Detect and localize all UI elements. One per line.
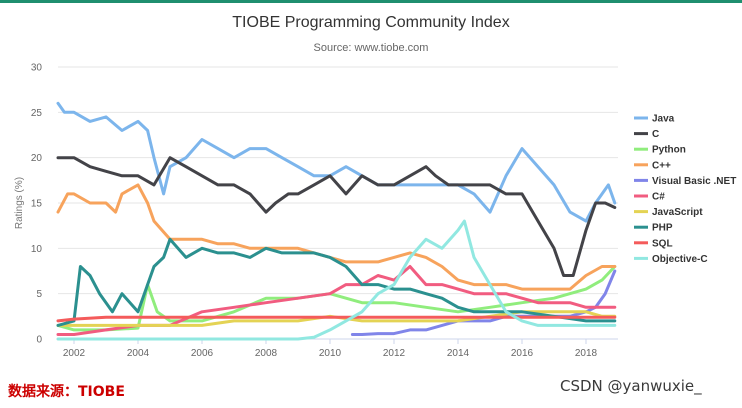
y-tick-label: 15	[31, 199, 43, 210]
legend-label-java: Java	[652, 114, 675, 125]
chart-subtitle: Source: www.tiobe.com	[313, 42, 429, 54]
y-tick-label: 10	[31, 244, 43, 255]
y-tick-label: 5	[36, 289, 42, 300]
series-line-cpp	[56, 183, 617, 291]
legend-label-csharp: C#	[652, 192, 665, 203]
legend-label-php: PHP	[652, 223, 673, 234]
y-axis-title: Ratings (%)	[14, 177, 25, 229]
x-tick-label: 2004	[127, 348, 150, 359]
series-line-objective-c	[56, 219, 617, 341]
source-note: 数据来源：TIOBE	[8, 384, 125, 400]
series-line-javascript	[56, 310, 617, 327]
x-tick-label: 2010	[319, 348, 342, 359]
x-tick-label: 2008	[255, 348, 278, 359]
watermark: CSDN @yanwuxie_	[560, 377, 702, 395]
x-tick-label: 2018	[575, 348, 598, 359]
x-tick-label: 2006	[191, 348, 214, 359]
x-tick-label: 2014	[447, 348, 470, 359]
legend-label-sql: SQL	[652, 238, 673, 249]
y-tick-label: 30	[31, 63, 43, 74]
legend-label-javascript: JavaScript	[652, 207, 703, 218]
chart-title: TIOBE Programming Community Index	[232, 14, 510, 31]
top-accent-rule	[0, 0, 742, 3]
x-tick-label: 2016	[511, 348, 534, 359]
y-tick-label: 25	[31, 108, 43, 119]
x-tick-label: 2012	[383, 348, 406, 359]
series-line-java	[56, 101, 617, 223]
legend-label-objective-c: Objective-C	[652, 254, 708, 265]
series-line-sql	[56, 315, 617, 323]
legend-label-python: Python	[652, 145, 686, 156]
legend-label-visual-basic-net: Visual Basic .NET	[652, 176, 736, 187]
y-tick-label: 20	[31, 153, 43, 164]
x-tick-label: 2002	[63, 348, 86, 359]
series-line-c	[56, 156, 617, 277]
legend-label-c: C	[652, 129, 659, 140]
series-line-php	[56, 237, 617, 327]
legend-label-cpp: C++	[652, 160, 671, 171]
y-tick-label: 0	[36, 335, 42, 346]
